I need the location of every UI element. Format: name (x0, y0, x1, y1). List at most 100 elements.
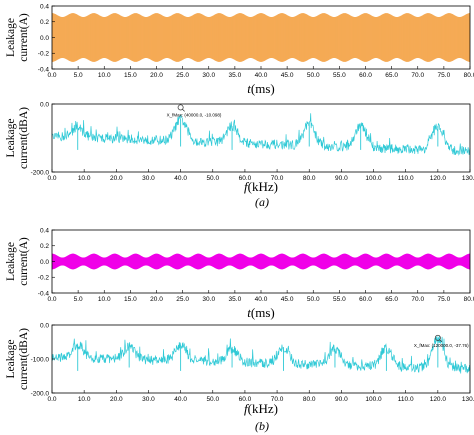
y-tick-label: 0.2 (40, 243, 49, 250)
y-tick-label: -0.2 (38, 275, 50, 282)
x-tick-label: 110.0 (398, 396, 414, 403)
caption-b: (b) (255, 419, 269, 433)
y-axis-label: Leakage (5, 18, 17, 57)
y-tick-label: 0.2 (40, 19, 49, 26)
x-tick-label: 90.0 (335, 396, 348, 403)
x-tick-label: 80.0 (464, 296, 474, 303)
x-tick-label: 30.0 (142, 396, 155, 403)
x-tick-label: 0.0 (47, 72, 56, 79)
x-tick-label: 45.0 (281, 296, 294, 303)
x-tick-label: 0.0 (47, 296, 56, 303)
x-tick-label: 55.0 (333, 296, 346, 303)
y-axis-label: current(A) (18, 237, 30, 286)
signal-area (52, 253, 470, 270)
x-tick-label: 70.0 (271, 175, 284, 182)
x-tick-label: 55.0 (333, 72, 346, 79)
x-tick-label: 100.0 (365, 175, 382, 182)
x-tick-label: 120.0 (430, 396, 447, 403)
x-tick-label: 130.0 (462, 175, 474, 182)
x-tick-label: 30.0 (202, 72, 215, 79)
x-tick-label: 90.0 (335, 175, 348, 182)
x-tick-label: 65.0 (385, 296, 398, 303)
x-tick-label: 40.0 (255, 72, 268, 79)
y-axis-label: Leakage (5, 242, 17, 281)
x-tick-label: 35.0 (229, 72, 242, 79)
x-tick-label: 30.0 (202, 296, 215, 303)
y-tick-label: 0.0 (40, 322, 49, 329)
x-tick-label: 100.0 (365, 396, 382, 403)
x-tick-label: 15.0 (124, 296, 137, 303)
x-tick-label: 25.0 (176, 72, 189, 79)
panel-a-spectrum-plot: Leakage current(dBA) X_fMax: (40000.0, -10… (5, 101, 474, 194)
x-tick-label: 5.0 (74, 296, 83, 303)
y-axis-label: current(A) (18, 13, 30, 62)
plot-frame (51, 103, 471, 173)
y-tick-label: -0.4 (38, 290, 50, 297)
y-tick-label: -100.0 (31, 356, 50, 363)
panel-a-time-plot: Leakage current(A) 0.0 5.0 10.0 15.0 20.0 25.0 3… (5, 3, 474, 96)
y-tick-label: -0.4 (38, 66, 50, 73)
x-tick-label: 50.0 (206, 396, 219, 403)
x-tick-label: 25.0 (176, 296, 189, 303)
x-tick-label: 60.0 (359, 72, 372, 79)
x-tick-label: 40.0 (174, 396, 187, 403)
annotation-marker (434, 334, 441, 341)
x-tick-label: 60.0 (359, 296, 372, 303)
y-tick-label: -200.0 (31, 390, 50, 397)
y-tick-label: 0.0 (40, 101, 49, 108)
y-axis-label: current(dBA) (18, 107, 30, 169)
annotation-marker (177, 104, 184, 111)
y-tick-label: 0.4 (40, 227, 49, 234)
y-tick-label: 0.4 (40, 3, 49, 10)
y-tick-label: 0.0 (40, 259, 49, 266)
x-tick-label: 80.0 (303, 175, 316, 182)
x-axis-label: t(ms) (247, 305, 274, 320)
x-axis-label: t(ms) (247, 81, 274, 96)
y-axis-label: Leakage (5, 340, 17, 379)
annotation-marker (439, 339, 443, 343)
x-tick-label: 10.0 (98, 72, 111, 79)
x-tick-label: 50.0 (307, 72, 320, 79)
y-axis-label: Leakage (5, 119, 17, 158)
x-tick-label: 20.0 (110, 175, 123, 182)
x-tick-label: 50.0 (307, 296, 320, 303)
panel-b-time-plot: Leakage current(A) 0.0 5.0 10.0 15.0 20.0 25.0 3… (5, 227, 474, 320)
spectrum-line (51, 335, 471, 374)
x-tick-label: 70.0 (411, 72, 424, 79)
x-tick-label: 60.0 (239, 396, 252, 403)
x-tick-label: 10.0 (78, 396, 91, 403)
x-tick-label: 20.0 (150, 72, 163, 79)
annotation-label: X_fMax: (40000.0, -10.098) (167, 112, 222, 117)
x-tick-label: 130.0 (462, 396, 474, 403)
x-axis-label: f(kHz) (244, 179, 278, 194)
x-tick-label: 75.0 (438, 296, 451, 303)
y-tick-label: -200.0 (31, 169, 50, 176)
x-axis-label: f(kHz) (244, 401, 278, 416)
x-tick-label: 0.0 (47, 396, 56, 403)
x-tick-label: 40.0 (174, 175, 187, 182)
x-tick-label: 70.0 (411, 296, 424, 303)
x-tick-label: 110.0 (398, 175, 414, 182)
x-tick-label: 15.0 (124, 72, 137, 79)
x-tick-label: 65.0 (385, 72, 398, 79)
x-tick-label: 50.0 (206, 175, 219, 182)
x-tick-label: 0.0 (47, 175, 56, 182)
x-tick-label: 10.0 (78, 175, 91, 182)
x-tick-label: 80.0 (303, 396, 316, 403)
x-tick-label: 10.0 (98, 296, 111, 303)
x-tick-label: 40.0 (255, 296, 268, 303)
x-tick-label: 120.0 (430, 175, 447, 182)
x-tick-label: 30.0 (142, 175, 155, 182)
y-tick-label: -0.2 (38, 51, 50, 58)
y-axis-label: current(dBA) (18, 328, 30, 390)
panel-b-spectrum-plot: Leakage current(dBA) X_fMax: (120000.0, -3… (5, 322, 474, 416)
annotation-marker (182, 108, 185, 112)
x-tick-label: 35.0 (229, 296, 242, 303)
x-tick-label: 20.0 (110, 396, 123, 403)
x-tick-label: 75.0 (438, 72, 451, 79)
x-tick-label: 45.0 (281, 72, 294, 79)
y-tick-label: 0.0 (40, 35, 49, 42)
signal-area (52, 13, 470, 62)
spectrum-line (51, 113, 471, 156)
